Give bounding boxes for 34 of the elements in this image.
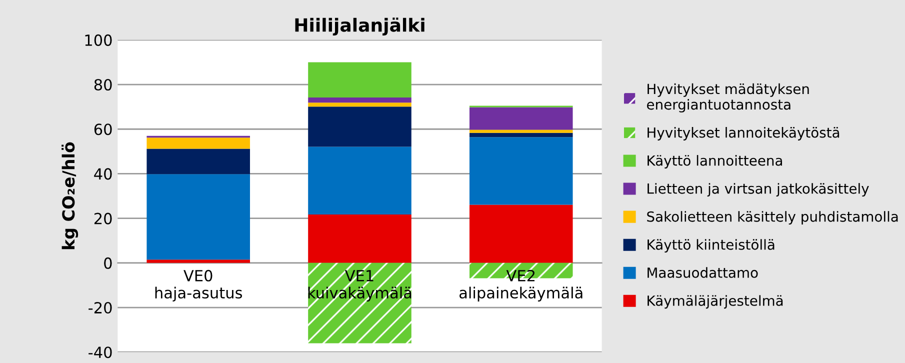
legend-label: Sakolietteen käsittely puhdistamolla [647, 211, 898, 225]
legend-label: Hyvitykset mädätyksen energiantuotannosta [646, 83, 809, 112]
y-tick-label: 80 [94, 78, 112, 91]
y-tick-label: 60 [94, 124, 112, 136]
x-tick-label: VE0 haja-asutus [155, 270, 242, 302]
y-tick-label: -20 [88, 302, 112, 314]
bar [308, 97, 412, 103]
bar [308, 106, 412, 147]
y-tick-label: -40 [88, 346, 112, 358]
bar [146, 148, 250, 174]
legend-label: Käyttö kiinteistöllä [648, 239, 774, 253]
bar [308, 146, 412, 215]
legend-label: Maasuodattamo [648, 267, 758, 278]
y-axis-title: kg CO₂e/hlö [62, 142, 78, 250]
bar [146, 138, 250, 149]
legend-label: Käyttö lannoitteena [648, 155, 782, 168]
y-tick-label: 40 [94, 168, 112, 180]
bar [308, 102, 412, 107]
legend-label: Hyvitykset lannoitekäytöstä [648, 127, 840, 140]
legend-label: Lietteen ja virtsan jatkokäsittely [648, 183, 869, 197]
bar [469, 132, 573, 138]
bar [469, 130, 573, 133]
bar [469, 137, 573, 205]
bar [308, 62, 412, 98]
bar [146, 174, 250, 260]
legend-label: Käymäläjärjestelmä [648, 295, 783, 309]
y-tick-label: 100 [85, 34, 112, 46]
y-tick-label: 0 [104, 257, 112, 269]
bar [469, 204, 573, 263]
y-tick-label: 20 [94, 212, 112, 224]
bar [146, 260, 250, 263]
bar [469, 107, 573, 130]
chart-title: Hiilijalanjälki [295, 18, 424, 36]
bar [308, 214, 412, 263]
